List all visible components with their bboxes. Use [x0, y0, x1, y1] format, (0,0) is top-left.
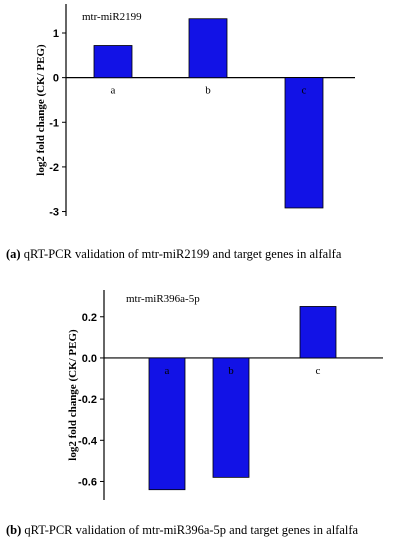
chart-b-y-tick-label: -0.4: [78, 435, 98, 447]
caption-b-text: qRT-PCR validation of mtr-miR396a-5p and…: [21, 523, 359, 537]
chart-panel-a: 1 0 -1 -2 -3 a b c mtr-miR2199 log2 fold change (…: [0, 0, 413, 240]
chart-b-svg: 0.2 0.0 -0.2 -0.4 -0.6 a b c mtr-miR396a-5p log2 …: [67, 290, 383, 500]
chart-b-y-tick-label: 0.2: [82, 312, 97, 324]
chart-b-bar-c: [299, 306, 337, 359]
caption-a: (a) qRT-PCR validation of mtr-miR2199 an…: [6, 247, 341, 262]
chart-b-y-tick-label: -0.2: [78, 394, 97, 406]
chart-a-y-tick-label: 1: [53, 28, 59, 40]
chart-a-y-tick-label: -1: [49, 117, 59, 129]
caption-a-label: (a): [6, 247, 21, 261]
chart-a-bar-a: [93, 45, 133, 79]
chart-b-category-label-a: a: [165, 365, 170, 377]
chart-b-y-tick-label: -0.6: [78, 476, 97, 488]
chart-b-bar-a: [148, 357, 186, 491]
chart-b-category-label-c: c: [316, 365, 321, 377]
chart-a-category-label-c: c: [302, 85, 307, 97]
chart-b-bar-b: [212, 357, 250, 478]
chart-a-svg: 1 0 -1 -2 -3 a b c mtr-miR2199 log2 fold change (…: [35, 4, 355, 219]
chart-b-y-tick-label: 0.0: [82, 353, 97, 365]
chart-a-category-label-a: a: [111, 85, 116, 97]
chart-a-bar-c: [284, 77, 324, 209]
chart-a-bar-b: [188, 18, 228, 79]
chart-b-chart-title: mtr-miR396a-5p: [126, 293, 200, 305]
chart-a-chart-title: mtr-miR2199: [82, 11, 142, 23]
caption-b: (b) qRT-PCR validation of mtr-miR396a-5p…: [6, 523, 358, 538]
caption-b-label: (b): [6, 523, 22, 537]
chart-a-category-label-b: b: [205, 85, 211, 97]
chart-a-y-axis-label: log2 fold change (CK/ PEG): [35, 44, 47, 176]
chart-a-y-tick-label: 0: [53, 73, 59, 85]
chart-a-y-tick-label: -3: [49, 207, 59, 219]
chart-panel-b: 0.2 0.0 -0.2 -0.4 -0.6 a b c mtr-miR396a-5p log2 …: [0, 284, 413, 512]
chart-a-y-tick-label: -2: [49, 162, 59, 174]
chart-b-y-axis-label: log2 fold change (CK/ PEG): [67, 329, 79, 461]
chart-b-category-label-b: b: [228, 365, 234, 377]
caption-a-text: qRT-PCR validation of mtr-miR2199 and ta…: [20, 247, 342, 261]
